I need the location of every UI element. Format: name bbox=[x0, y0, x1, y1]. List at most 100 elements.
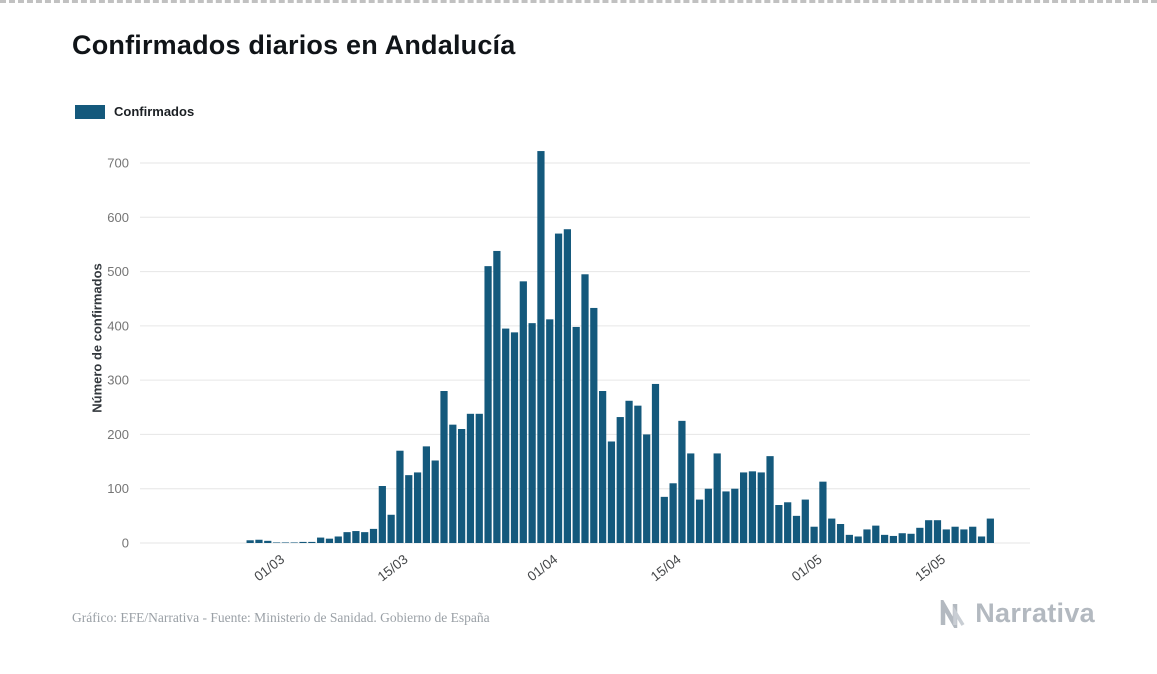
bar bbox=[405, 475, 413, 543]
x-tick-label: 15/05 bbox=[912, 552, 948, 585]
bar bbox=[440, 391, 448, 543]
y-tick-label: 100 bbox=[107, 481, 129, 496]
legend-label: Confirmados bbox=[114, 104, 195, 119]
bar bbox=[466, 413, 475, 543]
x-tick-label: 15/03 bbox=[375, 552, 411, 585]
bar bbox=[361, 532, 369, 543]
bar bbox=[572, 326, 580, 543]
bar bbox=[660, 496, 668, 543]
bar bbox=[625, 400, 633, 543]
bar bbox=[264, 540, 272, 543]
bar bbox=[704, 488, 712, 543]
bar bbox=[369, 528, 378, 543]
bar bbox=[695, 499, 704, 543]
bar bbox=[678, 420, 686, 543]
bar bbox=[854, 536, 862, 543]
page-title: Confirmados diarios en Andalucía bbox=[72, 30, 516, 60]
bar bbox=[643, 434, 651, 543]
bar bbox=[378, 486, 386, 543]
bar bbox=[422, 446, 430, 543]
bar bbox=[801, 499, 809, 543]
bar bbox=[986, 518, 994, 543]
bar bbox=[669, 483, 677, 543]
brand-name: Narrativa bbox=[975, 598, 1095, 628]
bar bbox=[475, 413, 483, 543]
bar bbox=[581, 274, 589, 543]
y-tick-label: 0 bbox=[122, 536, 129, 551]
bar bbox=[599, 391, 607, 543]
bar bbox=[484, 266, 492, 543]
bar bbox=[616, 417, 624, 543]
bar bbox=[396, 450, 404, 543]
bar bbox=[775, 505, 783, 543]
bar bbox=[731, 488, 739, 543]
bar bbox=[255, 539, 263, 543]
bar bbox=[969, 526, 977, 543]
x-tick-label: 01/04 bbox=[525, 551, 561, 584]
bar bbox=[942, 529, 950, 543]
bar bbox=[784, 502, 792, 543]
bar bbox=[281, 542, 290, 543]
bar bbox=[889, 535, 898, 543]
bar bbox=[722, 491, 730, 543]
bar bbox=[458, 429, 466, 543]
bar bbox=[272, 542, 281, 543]
bar bbox=[528, 323, 536, 543]
bar bbox=[933, 520, 942, 543]
bar bbox=[863, 529, 871, 543]
bar bbox=[554, 233, 563, 544]
bar bbox=[343, 532, 351, 543]
bar bbox=[713, 453, 721, 543]
bar bbox=[651, 383, 660, 543]
bar bbox=[792, 515, 801, 543]
y-tick-label: 600 bbox=[107, 210, 129, 225]
bar bbox=[352, 531, 360, 543]
bar-chart: 0 100 200 300 400 500 600 700 01/03 15/03 01/04 15/… bbox=[107, 151, 1030, 585]
bar bbox=[845, 534, 853, 543]
bar bbox=[810, 526, 818, 543]
bar bbox=[563, 229, 571, 543]
bar bbox=[449, 424, 457, 543]
source-credit: Gráfico: EFE/Narrativa - Fuente: Ministe… bbox=[72, 610, 490, 625]
bar bbox=[740, 472, 748, 543]
bar bbox=[960, 529, 968, 543]
brand-logo: Narrativa bbox=[939, 598, 1095, 629]
bar bbox=[537, 151, 545, 544]
x-tick-label: 15/04 bbox=[648, 551, 684, 584]
top-dashed-border bbox=[0, 0, 1157, 3]
bar bbox=[907, 533, 915, 543]
bar bbox=[510, 332, 519, 543]
x-tick-label: 01/03 bbox=[251, 552, 287, 585]
legend: Confirmados bbox=[75, 104, 194, 119]
narrativa-logo-icon bbox=[940, 599, 965, 628]
bar bbox=[493, 250, 501, 543]
bar bbox=[299, 541, 307, 543]
bar bbox=[590, 307, 598, 543]
bar bbox=[308, 541, 316, 543]
bar bbox=[607, 441, 616, 543]
y-tick-label: 500 bbox=[107, 264, 129, 279]
bar bbox=[872, 525, 880, 543]
bar bbox=[951, 526, 959, 543]
bar bbox=[246, 540, 254, 543]
bar bbox=[748, 471, 757, 543]
bar bbox=[334, 536, 342, 543]
bar bbox=[687, 453, 695, 543]
y-tick-label: 400 bbox=[107, 318, 129, 333]
bar bbox=[766, 456, 774, 543]
chart-area: 0 100 200 300 400 500 600 700 01/03 15/03 01/04 15/… bbox=[95, 138, 1055, 618]
bar bbox=[317, 537, 325, 543]
bar bbox=[880, 534, 889, 543]
x-tick-label: 01/05 bbox=[789, 552, 825, 585]
bar bbox=[325, 538, 334, 543]
y-tick-label: 200 bbox=[107, 427, 129, 442]
y-tick-label: 300 bbox=[107, 373, 129, 388]
bar bbox=[977, 536, 986, 543]
bar bbox=[387, 514, 395, 543]
bar bbox=[431, 460, 439, 543]
bar bbox=[898, 533, 906, 543]
bar bbox=[925, 520, 933, 543]
legend-swatch bbox=[75, 104, 105, 119]
bar bbox=[546, 319, 554, 543]
